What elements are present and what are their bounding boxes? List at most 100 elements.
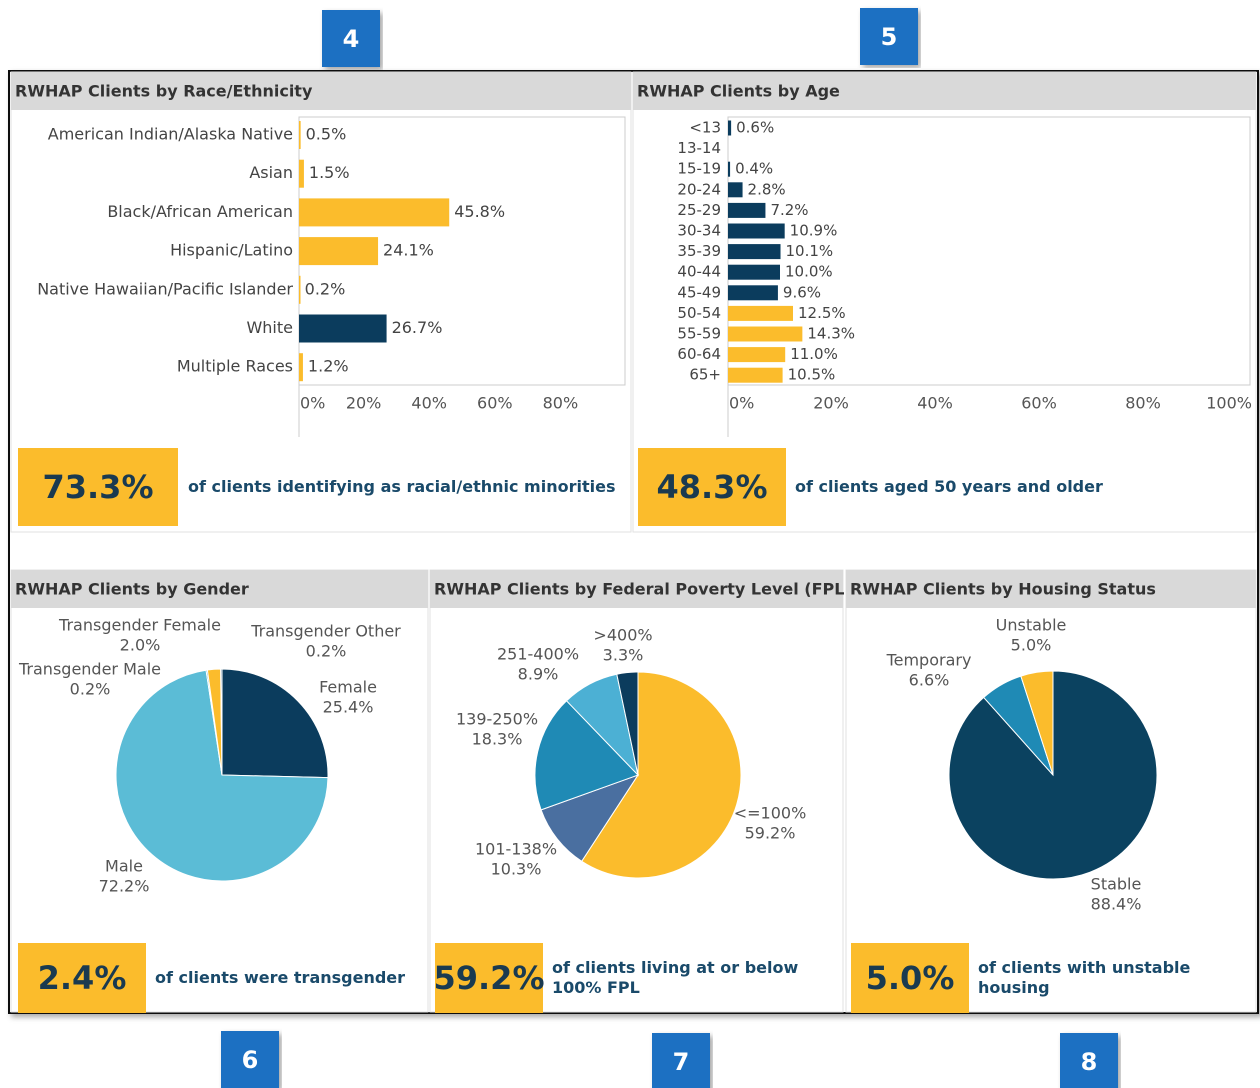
pie-slice: [534, 700, 639, 811]
bar: [728, 305, 793, 321]
bar: [299, 275, 301, 304]
highlight-value: 48.3%: [656, 468, 767, 506]
highlight-value: 73.3%: [42, 468, 153, 506]
category-label: White: [246, 318, 293, 337]
category-label: Asian: [249, 163, 293, 182]
badge-number: 4: [343, 25, 360, 53]
slice-value: 59.2%: [745, 824, 796, 843]
bar: [728, 244, 781, 260]
highlight-text-box: of clients identifying as racial/ethnic …: [188, 477, 615, 496]
category-label: 25-29: [677, 201, 721, 219]
bar: [728, 347, 786, 363]
slice-label: Transgender Other: [250, 622, 401, 641]
value-label: 0.5%: [306, 125, 347, 144]
bar: [728, 202, 766, 218]
panel-header: [430, 570, 843, 608]
pie-slice: [115, 669, 329, 882]
highlight-box: [18, 448, 178, 526]
x-tick-label: 60%: [477, 394, 513, 413]
panel-title: RWHAP Clients by Gender: [15, 580, 249, 599]
slice-label: Transgender Female: [58, 616, 221, 635]
pie-slice: [1020, 670, 1054, 776]
badge-number: 5: [881, 23, 898, 51]
slice-value: 0.2%: [306, 642, 347, 661]
category-label: 45-49: [677, 283, 721, 301]
highlight-box: [435, 943, 543, 1013]
badge-number: 6: [242, 1046, 259, 1074]
bar: [728, 223, 785, 239]
highlight-box: [851, 943, 969, 1013]
category-label: 40-44: [677, 263, 721, 281]
slice-value: 18.3%: [472, 730, 523, 749]
highlight-value: 59.2%: [433, 959, 544, 997]
bar: [299, 237, 379, 266]
value-label: 14.3%: [807, 325, 855, 343]
highlight-value: 2.4%: [38, 959, 127, 997]
slice-value: 2.0%: [120, 636, 161, 655]
bar: [728, 367, 783, 383]
x-tick-label: 0%: [729, 394, 754, 413]
pie-slice: [616, 671, 639, 776]
pie-slice: [581, 671, 742, 879]
x-tick-label: 60%: [1021, 394, 1057, 413]
value-label: 1.2%: [308, 357, 349, 376]
highlight-text-box: of clients were transgender: [155, 968, 405, 987]
highlight-text-box: of clients aged 50 years and older: [795, 477, 1103, 496]
badge: [1060, 1033, 1118, 1088]
bar: [728, 161, 731, 177]
value-label: 0.2%: [305, 279, 346, 298]
highlight-text: of clients with unstable housing: [978, 958, 1191, 997]
panel-title: RWHAP Clients by Race/Ethnicity: [15, 82, 313, 101]
category-label: American Indian/Alaska Native: [48, 125, 293, 144]
badge: [221, 1031, 279, 1088]
panel-header: [11, 570, 428, 608]
panel-title: RWHAP Clients by Housing Status: [850, 580, 1156, 599]
value-label: 26.7%: [392, 318, 443, 337]
bar: [728, 182, 743, 198]
badge-number: 7: [673, 1048, 690, 1076]
bar: [728, 120, 732, 136]
category-label: <13: [689, 119, 721, 137]
pie-slice: [220, 668, 223, 776]
bar: [728, 264, 780, 280]
x-tick-label: 40%: [917, 394, 953, 413]
value-label: 0.6%: [736, 119, 774, 137]
highlight-box: [18, 943, 146, 1013]
highlight-box: [638, 448, 786, 526]
slice-label: 251-400%: [497, 645, 579, 664]
value-label: 24.1%: [383, 241, 434, 260]
category-label: 13-14: [677, 139, 721, 157]
value-label: 10.0%: [785, 263, 833, 281]
highlight-text: of clients aged 50 years and older: [795, 477, 1103, 496]
value-label: 10.5%: [788, 366, 836, 384]
x-tick-label: 40%: [411, 394, 447, 413]
slice-value: 3.3%: [603, 646, 644, 665]
bar: [299, 121, 301, 149]
value-label: 45.8%: [454, 202, 505, 221]
highlight-text-box: of clients living at or below 100% FPL: [552, 958, 798, 997]
bar: [299, 353, 303, 382]
slice-label: Temporary: [886, 651, 972, 670]
category-label: 55-59: [677, 325, 721, 343]
x-tick-label: 80%: [1125, 394, 1161, 413]
category-label: 35-39: [677, 242, 721, 260]
slice-value: 72.2%: [99, 877, 150, 896]
slice-value: 5.0%: [1011, 636, 1052, 655]
value-label: 11.0%: [790, 345, 838, 363]
slice-label: >400%: [593, 626, 652, 645]
bar: [299, 198, 450, 227]
category-label: Hispanic/Latino: [170, 241, 293, 260]
bar: [728, 285, 778, 301]
value-label: 2.8%: [748, 180, 786, 198]
panel-title: RWHAP Clients by Federal Poverty Level (…: [434, 580, 852, 599]
value-label: 10.9%: [790, 222, 838, 240]
value-label: 0.4%: [735, 160, 773, 178]
value-label: 1.5%: [309, 163, 350, 182]
bar: [299, 314, 387, 343]
x-tick-label: 20%: [346, 394, 382, 413]
panel-header: [846, 570, 1256, 608]
slice-label: 101-138%: [475, 840, 557, 859]
slice-label: <=100%: [734, 804, 807, 823]
slice-value: 10.3%: [491, 860, 542, 879]
